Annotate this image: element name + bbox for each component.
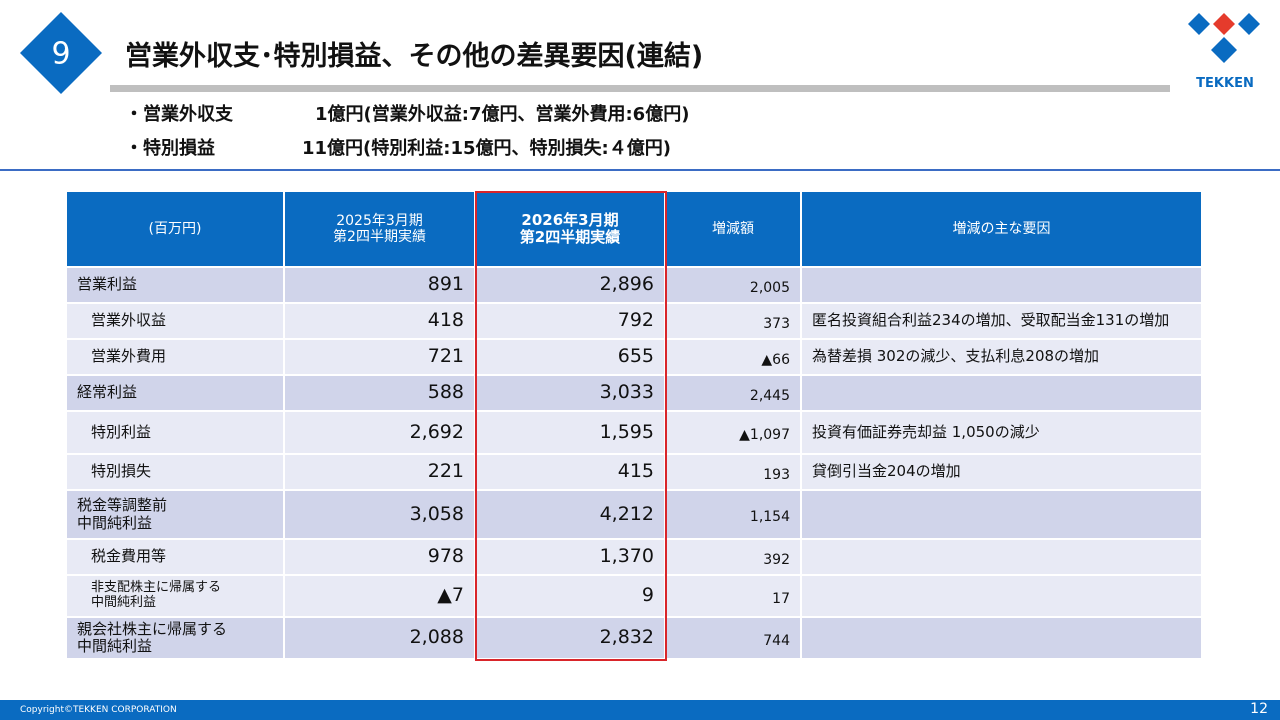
table-cell: 2,832 — [476, 618, 664, 658]
table-cell: ▲7 — [285, 576, 474, 616]
table-cell: 9 — [476, 576, 664, 616]
slide-number: 9 — [51, 37, 70, 72]
table-cell: 3,058 — [285, 491, 474, 538]
table-cell: 744 — [666, 618, 800, 658]
row-label: 税金費用等 — [67, 540, 283, 574]
table-cell: 匿名投資組合利益234の増加、受取配当金131の増加 — [802, 304, 1201, 338]
footer-bar: Copyright©TEKKEN CORPORATION 12 — [0, 700, 1280, 720]
divider — [0, 169, 1280, 171]
table-cell: 投資有価証券売却益 1,050の減少 — [802, 412, 1201, 453]
table-cell: 415 — [476, 455, 664, 489]
page-number: 12 — [1250, 701, 1268, 717]
table-cell: 1,154 — [666, 491, 800, 538]
copyright: Copyright©TEKKEN CORPORATION — [20, 705, 177, 715]
table-cell: 2,896 — [476, 268, 664, 302]
header-cell: 増減額 — [666, 192, 800, 266]
table-cell: ▲66 — [666, 340, 800, 374]
row-label: 親会社株主に帰属する 中間純利益 — [67, 618, 283, 658]
table-cell — [802, 268, 1201, 302]
title-rule — [110, 85, 1170, 92]
table-cell: 891 — [285, 268, 474, 302]
table-cell: 588 — [285, 376, 474, 410]
table-cell — [802, 491, 1201, 538]
table-cell: 721 — [285, 340, 474, 374]
table-cell: 17 — [666, 576, 800, 616]
table-cell: 193 — [666, 455, 800, 489]
table-cell — [802, 576, 1201, 616]
table-cell: 655 — [476, 340, 664, 374]
table-cell: 221 — [285, 455, 474, 489]
table-cell: 2,005 — [666, 268, 800, 302]
row-label: 税金等調整前 中間純利益 — [67, 491, 283, 538]
table-cell: 392 — [666, 540, 800, 574]
row-label: 経常利益 — [67, 376, 283, 410]
table-cell: 2,088 — [285, 618, 474, 658]
row-label: 営業外収益 — [67, 304, 283, 338]
logo: TEKKEN — [1188, 13, 1260, 91]
slide-title: 営業外収支･特別損益、その他の差異要因(連結) — [125, 41, 704, 72]
number-badge: 9 — [20, 12, 102, 94]
table-cell: 4,212 — [476, 491, 664, 538]
table-cell: 1,370 — [476, 540, 664, 574]
table-cell: 貸倒引当金204の増加 — [802, 455, 1201, 489]
row-label: 営業利益 — [67, 268, 283, 302]
table-cell: 為替差損 302の減少、支払利息208の増加 — [802, 340, 1201, 374]
row-label: 非支配株主に帰属する 中間純利益 — [67, 576, 283, 616]
table-cell: 418 — [285, 304, 474, 338]
header-cell: 増減の主な要因 — [802, 192, 1201, 266]
header-cell: 2026年3月期 第2四半期実績 — [476, 192, 664, 266]
row-label: 特別損失 — [67, 455, 283, 489]
header-cell: (百万円) — [67, 192, 283, 266]
table-cell: 792 — [476, 304, 664, 338]
bullet-text: 11億円(特別利益:15億円、特別損失:４億円) — [302, 138, 671, 159]
table-cell: 1,595 — [476, 412, 664, 453]
table-cell: ▲1,097 — [666, 412, 800, 453]
table-cell: 3,033 — [476, 376, 664, 410]
table-cell — [802, 376, 1201, 410]
table-cell: 373 — [666, 304, 800, 338]
bullet-label: ・営業外収支 — [125, 104, 233, 125]
table-cell: 2,445 — [666, 376, 800, 410]
bullet-label: ・特別損益 — [125, 138, 215, 159]
table-cell: 2,692 — [285, 412, 474, 453]
header-cell: 2025年3月期 第2四半期実績 — [285, 192, 474, 266]
table-cell: 978 — [285, 540, 474, 574]
row-label: 特別利益 — [67, 412, 283, 453]
bullet-text: 1億円(営業外収益:7億円、営業外費用:6億円) — [315, 104, 690, 125]
table-cell — [802, 540, 1201, 574]
table-cell — [802, 618, 1201, 658]
row-label: 営業外費用 — [67, 340, 283, 374]
logo-text: TEKKEN — [1196, 76, 1254, 91]
highlight-frame — [475, 191, 667, 661]
